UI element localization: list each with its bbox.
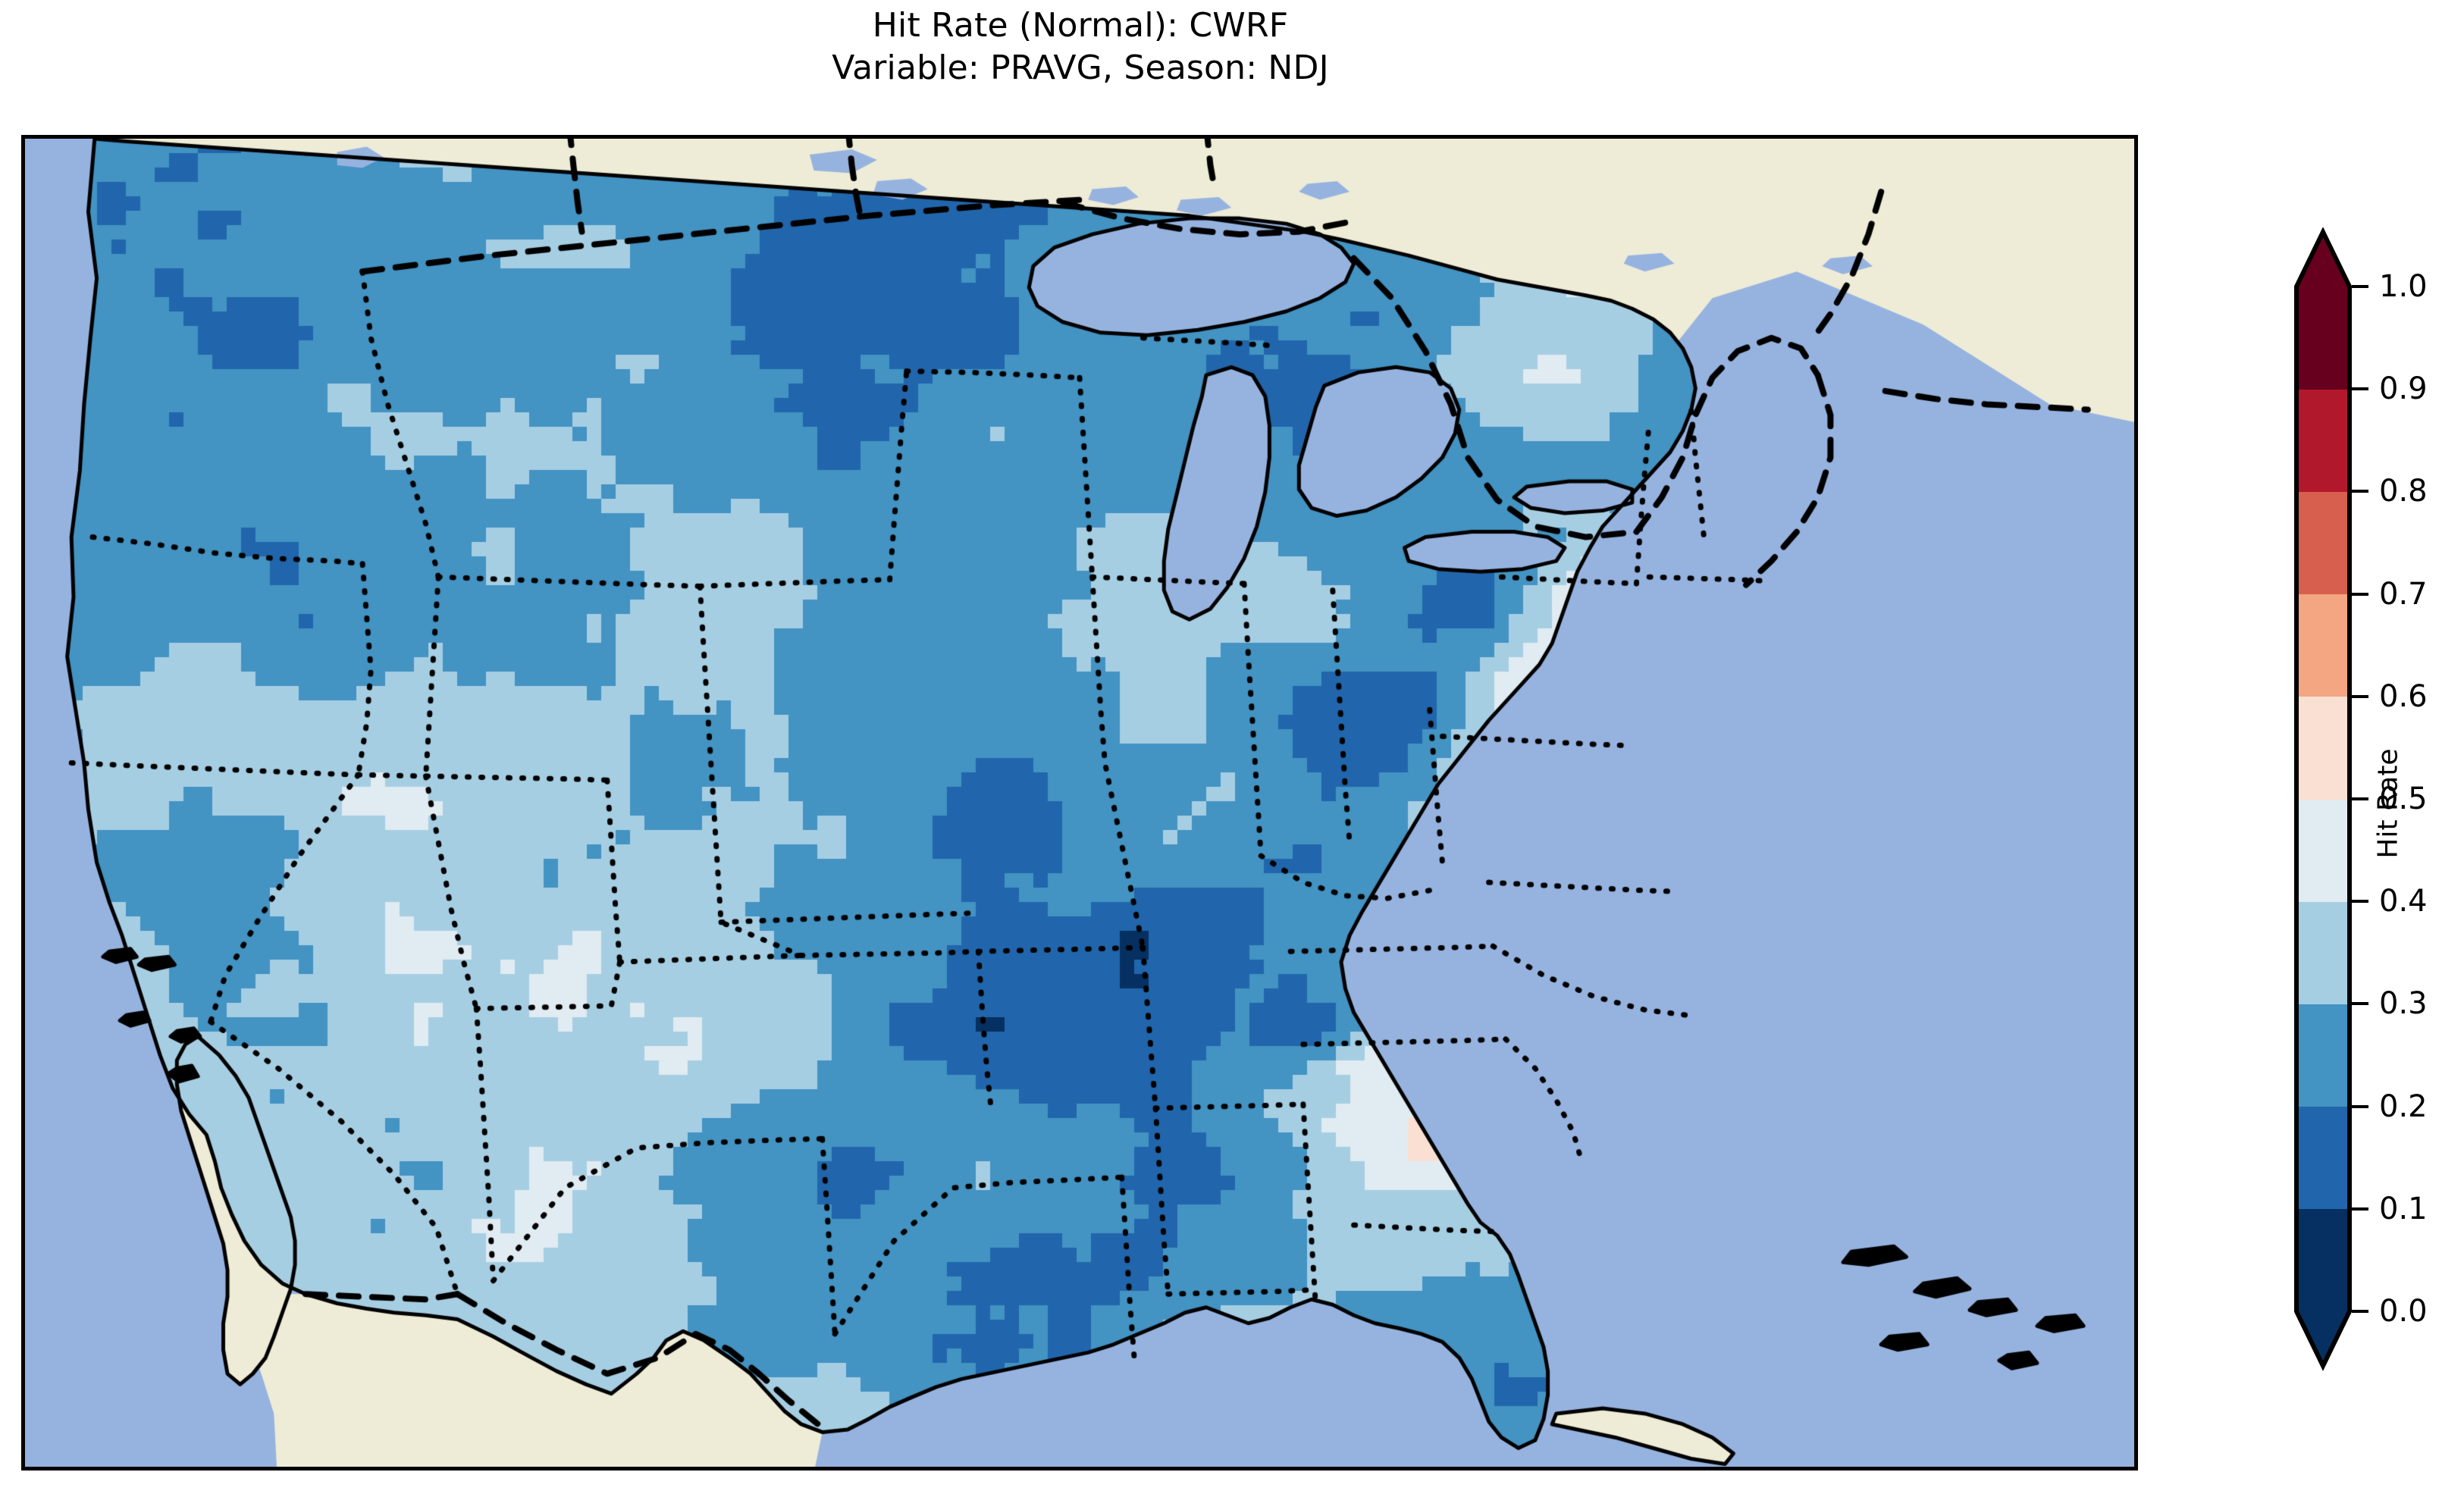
colorbar-segment <box>2294 491 2352 595</box>
colorbar-tick-label: 0.4 <box>2379 884 2428 919</box>
colorbar-under-arrow <box>2296 1311 2350 1366</box>
title-line-2: Variable: PRAVG, Season: NDJ <box>832 49 1329 87</box>
colorbar-tick-label: 1.0 <box>2379 269 2428 304</box>
colorbar-tick-label: 0.7 <box>2379 576 2428 612</box>
colorbar-segment <box>2294 696 2352 800</box>
colorbar-segment <box>2294 287 2352 390</box>
colorbar-segment <box>2294 389 2352 492</box>
colorbar-tick-label: 0.3 <box>2379 986 2428 1022</box>
colorbar-segment <box>2294 1004 2352 1107</box>
colorbar-tick <box>2352 797 2368 800</box>
colorbar-segment <box>2294 594 2352 697</box>
colorbar-tick <box>2352 900 2368 904</box>
figure-title: Hit Rate (Normal): CWRF Variable: PRAVG,… <box>0 5 2161 89</box>
colorbar-segment <box>2294 901 2352 1004</box>
boundaries-layer <box>25 139 2134 1467</box>
colorbar-tick <box>2352 592 2368 596</box>
colorbar-tick <box>2352 1002 2368 1006</box>
colorbar-tick-label: 0.8 <box>2379 474 2428 509</box>
colorbar-segment <box>2294 799 2352 902</box>
colorbar-tick-label: 0.1 <box>2379 1191 2428 1226</box>
colorbar-over-arrow <box>2296 232 2350 287</box>
colorbar-tick <box>2352 694 2368 698</box>
colorbar-tick-label: 0.5 <box>2379 781 2428 816</box>
colorbar[interactable]: 0.0 0.1 0.2 0.3 0.4 0.5 0.6 0.7 0.8 0.9 1.0 <box>2294 227 2428 1380</box>
colorbar-tick <box>2352 1104 2368 1108</box>
colorbar-tick <box>2352 490 2368 493</box>
colorbar-tick <box>2352 1310 2368 1313</box>
map-canvas-stack <box>25 139 2134 1467</box>
colorbar-tick <box>2352 387 2368 391</box>
colorbar-tick <box>2352 285 2368 288</box>
colorbar-tick-label: 0.6 <box>2379 678 2428 714</box>
colorbar-segment <box>2294 1208 2352 1312</box>
colorbar-tick-label: 0.9 <box>2379 371 2428 407</box>
colorbar-axis-label: Hit Rate <box>2372 748 2404 859</box>
colorbar-tick <box>2352 1207 2368 1211</box>
map-panel[interactable] <box>21 135 2138 1471</box>
title-line-1: Hit Rate (Normal): CWRF <box>872 6 1289 45</box>
colorbar-tick-label: 0.0 <box>2379 1294 2428 1329</box>
colorbar-segments <box>2294 287 2352 1312</box>
colorbar-segment <box>2294 1106 2352 1210</box>
colorbar-tick-label: 0.2 <box>2379 1088 2428 1124</box>
